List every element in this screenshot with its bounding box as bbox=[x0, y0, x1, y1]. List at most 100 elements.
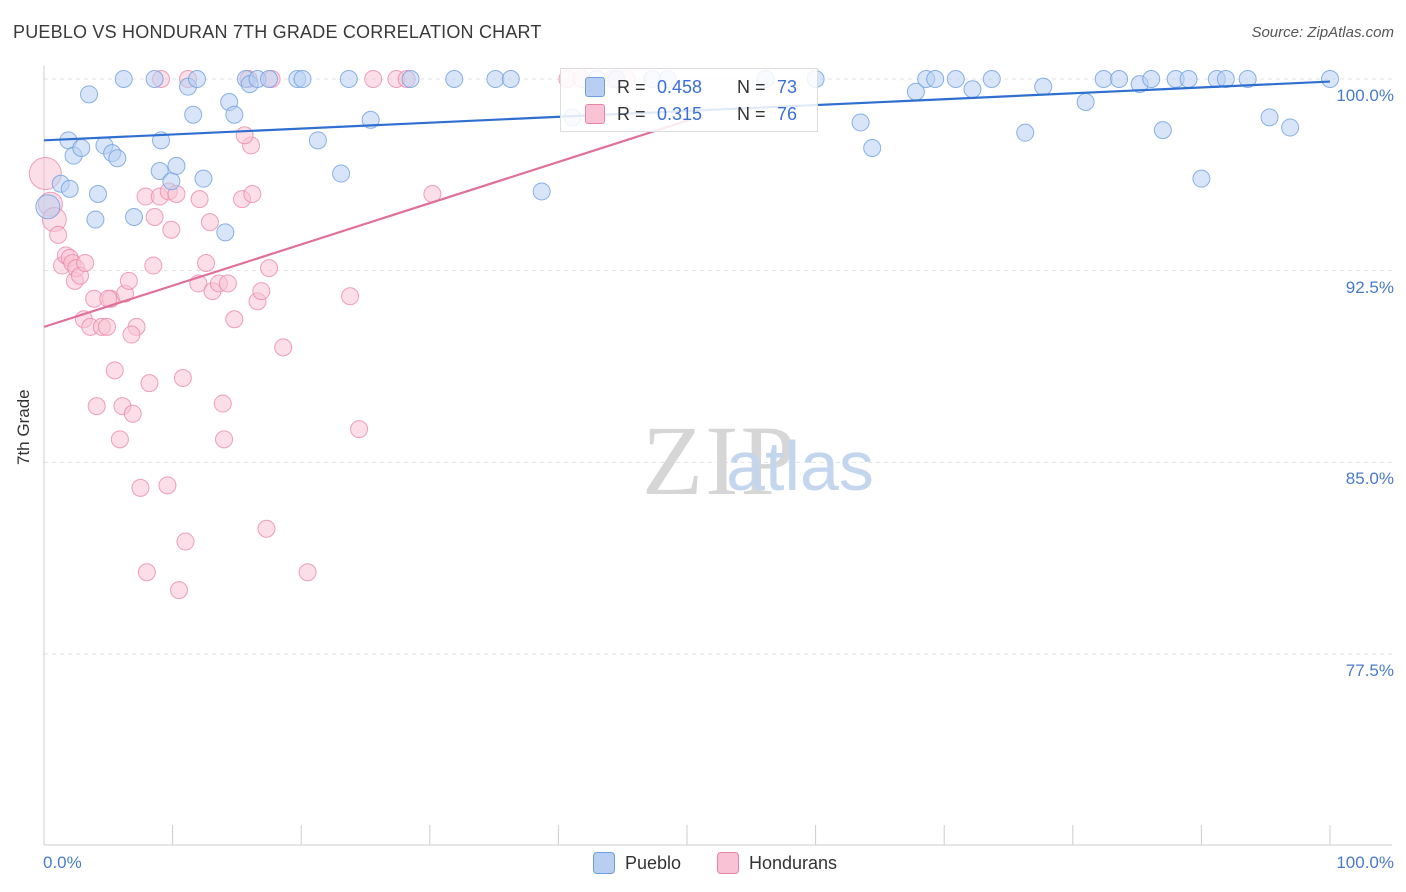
hondurans-point bbox=[49, 225, 68, 244]
pueblo-point bbox=[1321, 70, 1339, 88]
hondurans-point bbox=[243, 185, 262, 203]
hondurans-point bbox=[145, 208, 164, 226]
watermark-zip: ZIP bbox=[642, 405, 798, 516]
pueblo-point bbox=[167, 156, 186, 175]
legend-r-label: R = bbox=[617, 103, 646, 124]
hondurans-point bbox=[123, 404, 142, 423]
pueblo-point bbox=[80, 85, 99, 104]
legend-row-pueblo: R = 0.458 N = 73 bbox=[585, 75, 797, 99]
pueblo-point bbox=[445, 70, 464, 88]
pueblo-point bbox=[89, 185, 108, 203]
hondurans-point bbox=[137, 563, 156, 582]
hondurans-point bbox=[162, 220, 181, 239]
pueblo-point bbox=[401, 70, 420, 88]
pueblo-point bbox=[308, 131, 327, 150]
pueblo-point bbox=[72, 139, 91, 157]
pueblo-point bbox=[60, 179, 79, 198]
pueblo-point bbox=[293, 70, 312, 88]
pueblo-point bbox=[145, 70, 164, 88]
hondurans-point bbox=[110, 430, 129, 449]
hondurans-point bbox=[87, 397, 106, 416]
hondurans-point bbox=[200, 213, 219, 232]
hondurans-point bbox=[298, 563, 317, 582]
legend-n-label: N = bbox=[737, 103, 766, 124]
pueblo-point bbox=[184, 105, 203, 124]
hondurans-point bbox=[105, 361, 124, 380]
pueblo-point bbox=[108, 149, 127, 168]
pueblo-point bbox=[86, 210, 105, 229]
pueblo-swatch bbox=[585, 77, 605, 97]
pueblo-point bbox=[851, 113, 870, 132]
y-tick-label: 85.0% bbox=[1345, 469, 1394, 489]
x-tick-label-max: 100.0% bbox=[1336, 853, 1394, 872]
hondurans-point bbox=[215, 430, 234, 449]
y-tick-label: 92.5% bbox=[1345, 277, 1394, 297]
pueblo-point bbox=[1153, 121, 1172, 140]
y-tick-label: 100.0% bbox=[1336, 86, 1394, 105]
hondurans-trend-line bbox=[43, 118, 690, 328]
pueblo-point bbox=[1034, 77, 1053, 96]
source-label: Source: ZipAtlas.com bbox=[1251, 24, 1394, 41]
watermark-atlas: atlas bbox=[726, 427, 874, 505]
axes bbox=[43, 66, 1392, 846]
legend-n-label: N = bbox=[737, 76, 766, 97]
hondurans-legend-label: Hondurans bbox=[749, 852, 838, 873]
pueblo-point bbox=[1238, 70, 1257, 88]
pueblo-legend-label: Pueblo bbox=[625, 852, 682, 873]
hondurans-point bbox=[144, 256, 163, 275]
pueblo-point bbox=[194, 169, 213, 188]
hondurans-point bbox=[350, 420, 369, 439]
hondurans-point bbox=[119, 271, 138, 290]
legend-n-value: 76 bbox=[777, 103, 798, 124]
pueblo-point bbox=[150, 162, 169, 180]
pueblo-point bbox=[225, 105, 244, 124]
stats-legend: R = 0.458 N = 73 R = 0.315 N = 76 bbox=[560, 68, 818, 132]
pueblo-point bbox=[1016, 123, 1035, 142]
pueblo-point bbox=[162, 172, 181, 191]
pueblo-point bbox=[863, 139, 882, 157]
pueblo-point bbox=[946, 70, 965, 88]
pueblo-point bbox=[35, 194, 61, 220]
x-tick-label-min: 0.0% bbox=[43, 853, 82, 872]
bottom-legend-pueblo[interactable]: Pueblo bbox=[593, 852, 681, 874]
bottom-legend-hondurans[interactable]: Hondurans bbox=[717, 852, 837, 874]
pueblo-point bbox=[1094, 70, 1113, 88]
legend-row-hondurans: R = 0.315 N = 76 bbox=[585, 102, 797, 126]
hondurans-point bbox=[98, 317, 117, 336]
hondurans-point bbox=[173, 369, 192, 387]
pueblo-point bbox=[339, 70, 358, 88]
pueblo-point bbox=[963, 80, 982, 99]
hondurans-point bbox=[235, 126, 254, 145]
pueblo-legend-swatch bbox=[593, 852, 615, 874]
hondurans-point bbox=[213, 394, 232, 413]
hondurans-point bbox=[225, 310, 244, 329]
hondurans-point bbox=[260, 259, 279, 278]
hondurans-point bbox=[176, 532, 195, 551]
grid-lines bbox=[44, 78, 1392, 655]
pueblo-point bbox=[114, 70, 133, 88]
legend-n-value: 73 bbox=[777, 76, 798, 97]
hondurans-point bbox=[274, 338, 293, 357]
pueblo-point bbox=[1260, 108, 1279, 127]
hondurans-point bbox=[131, 478, 150, 497]
y-tick-label: 77.5% bbox=[1345, 661, 1394, 680]
pueblo-point bbox=[125, 208, 144, 226]
pueblo-point bbox=[532, 182, 551, 201]
hondurans-point bbox=[122, 325, 141, 344]
hondurans-point bbox=[158, 476, 177, 495]
pueblo-point bbox=[926, 70, 945, 88]
legend-r-value: 0.315 bbox=[657, 103, 703, 124]
pueblo-point bbox=[486, 70, 505, 88]
pueblo-point bbox=[188, 70, 207, 88]
hondurans-legend-swatch bbox=[717, 852, 739, 874]
pueblo-point bbox=[1142, 70, 1161, 88]
pueblo-point bbox=[216, 223, 235, 242]
pueblo-point bbox=[332, 164, 351, 183]
pueblo-point bbox=[1179, 70, 1198, 88]
legend-r-value: 0.458 bbox=[657, 76, 703, 97]
hondurans-point bbox=[197, 254, 216, 272]
hondurans-point bbox=[76, 254, 95, 272]
pueblo-point bbox=[501, 70, 520, 88]
chart-title: PUEBLO VS HONDURAN 7TH GRADE CORRELATION… bbox=[13, 22, 542, 42]
